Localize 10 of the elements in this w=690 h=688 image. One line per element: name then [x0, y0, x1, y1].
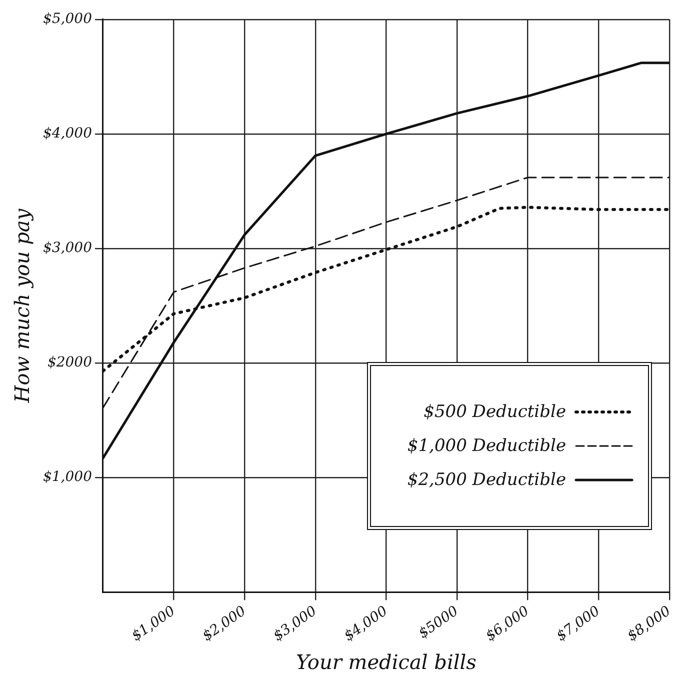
y-tick-label: $3,000	[42, 240, 92, 256]
y-tick-label: $5,000	[42, 11, 92, 28]
y-tick-label: $4,000	[42, 126, 92, 142]
legend-label: $1,000 Deductible	[407, 436, 566, 456]
legend-label: $2,500 Deductible	[407, 470, 566, 490]
y-axis-title: How much you pay	[10, 208, 34, 404]
x-axis-title: Your medical bills	[296, 650, 476, 674]
legend-label: $500 Deductible	[424, 402, 566, 422]
y-tick-label: $2000	[47, 354, 92, 371]
y-tick-label: $1,000	[42, 469, 92, 486]
